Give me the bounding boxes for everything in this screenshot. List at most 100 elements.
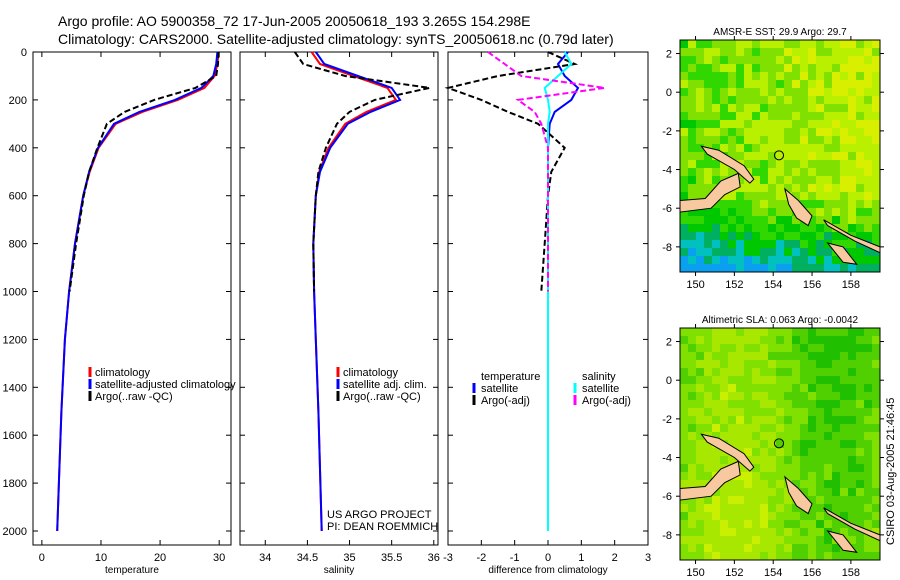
map-cell: [720, 72, 728, 80]
map-cell: [728, 456, 736, 464]
map-cell: [800, 96, 808, 104]
map-cell: [704, 424, 712, 432]
map-cell: [832, 120, 840, 128]
map-cell: [808, 40, 816, 48]
map-cell: [872, 352, 880, 360]
map-cell: [800, 176, 808, 184]
map-cell: [872, 552, 880, 560]
map-cell: [744, 352, 752, 360]
map-cell: [824, 552, 832, 560]
map-cell: [728, 416, 736, 424]
map-cell: [816, 480, 824, 488]
map-cell: [816, 424, 824, 432]
map-cell: [816, 40, 824, 48]
map-cell: [848, 456, 856, 464]
map-cell: [808, 328, 816, 336]
series-line-argo-raw-qc-: [293, 51, 430, 292]
map-cell: [832, 488, 840, 496]
map-cell: [712, 504, 720, 512]
map-cell: [840, 520, 848, 528]
legend-label: satellite: [582, 383, 619, 395]
map-cell: [736, 336, 744, 344]
map-cell: [832, 216, 840, 224]
map-cell: [696, 448, 704, 456]
map-cell: [704, 464, 712, 472]
map-cell: [872, 128, 880, 136]
map-cell: [736, 224, 744, 232]
map-cell: [848, 112, 856, 120]
map-cell: [744, 544, 752, 552]
map-cell: [832, 184, 840, 192]
map-cell: [760, 256, 768, 264]
map-cell: [800, 328, 808, 336]
map-cell: [720, 352, 728, 360]
map-cell: [808, 248, 816, 256]
map-cell: [768, 232, 776, 240]
map-cell: [688, 128, 696, 136]
map-cell: [800, 400, 808, 408]
map-cell: [688, 56, 696, 64]
map-cell: [800, 48, 808, 56]
map-cell: [680, 344, 688, 352]
map-cell: [816, 56, 824, 64]
map-cell: [752, 512, 760, 520]
map-cell: [728, 64, 736, 72]
map-cell: [720, 424, 728, 432]
map-cell: [864, 400, 872, 408]
map-cell: [688, 264, 696, 272]
map-cell: [712, 176, 720, 184]
credit-project: US ARGO PROJECT: [327, 509, 432, 521]
map-cell: [840, 496, 848, 504]
x-axis-label: difference from climatology: [488, 565, 607, 576]
map-cell: [832, 416, 840, 424]
map-cell: [752, 536, 760, 544]
map-cell: [736, 504, 744, 512]
map-cell: [864, 408, 872, 416]
map-cell: [824, 416, 832, 424]
map-cell: [680, 152, 688, 160]
map-cell: [864, 536, 872, 544]
map-cell: [800, 232, 808, 240]
map-cell: [712, 208, 720, 216]
map-cell: [856, 408, 864, 416]
map-cell: [832, 264, 840, 272]
map-cell: [848, 328, 856, 336]
map-cell: [752, 160, 760, 168]
map-cell: [776, 136, 784, 144]
map-cell: [872, 384, 880, 392]
map-cell: [848, 200, 856, 208]
map-cell: [824, 496, 832, 504]
map-cell: [864, 488, 872, 496]
map-cell: [680, 376, 688, 384]
map-cell: [856, 544, 864, 552]
map-cell: [792, 464, 800, 472]
map-cell: [808, 424, 816, 432]
map-cell: [784, 88, 792, 96]
map-cell: [712, 56, 720, 64]
map-cell: [784, 496, 792, 504]
map-cell: [792, 88, 800, 96]
map-cell: [848, 448, 856, 456]
map-cell: [720, 96, 728, 104]
sst-map-panel: AMSR-E SST: 29.9 Argo: 29.7 150 152 154 156 1…: [662, 27, 884, 291]
map-cell: [824, 344, 832, 352]
map-cell: [824, 384, 832, 392]
map-cell: [784, 72, 792, 80]
map-cell: [816, 440, 824, 448]
map-cell: [752, 432, 760, 440]
map-cell: [744, 248, 752, 256]
map-cell: [840, 504, 848, 512]
map-cell: [720, 504, 728, 512]
map-cell: [776, 152, 784, 160]
map-cell: [800, 104, 808, 112]
map-cell: [792, 456, 800, 464]
map-cell: [792, 120, 800, 128]
map-cell: [736, 184, 744, 192]
map-cell: [792, 368, 800, 376]
map-cell: [872, 208, 880, 216]
map-cell: [768, 144, 776, 152]
map-cell: [864, 344, 872, 352]
map-cell: [792, 352, 800, 360]
map-cell: [864, 512, 872, 520]
map-cell: [808, 224, 816, 232]
